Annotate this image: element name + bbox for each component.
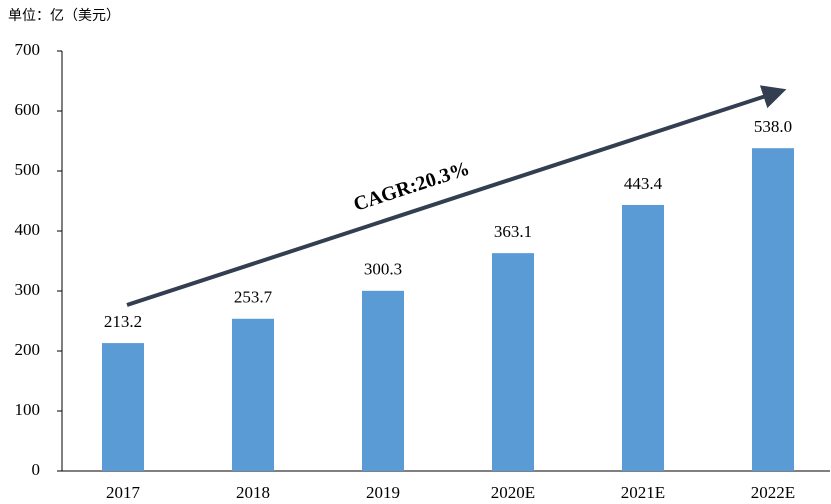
x-tick-label: 2019 xyxy=(366,483,400,502)
y-tick-label: 100 xyxy=(15,400,41,419)
value-label: 253.7 xyxy=(234,288,273,307)
y-tick-label: 300 xyxy=(15,280,41,299)
trend-arrow xyxy=(126,85,787,307)
x-tick-label: 2022E xyxy=(751,483,795,502)
value-label: 443.4 xyxy=(624,174,663,193)
x-tick-label: 2018 xyxy=(236,483,270,502)
bar xyxy=(232,318,274,471)
y-tick-label: 600 xyxy=(15,100,41,119)
cagr-annotation: CAGR:20.3% xyxy=(351,158,472,216)
value-label: 300.3 xyxy=(364,260,402,279)
bar xyxy=(102,343,144,471)
bar xyxy=(362,290,404,471)
x-tick-label: 2017 xyxy=(106,483,141,502)
y-tick-label: 700 xyxy=(15,40,41,59)
y-tick-label: 400 xyxy=(15,220,41,239)
x-tick-label: 2020E xyxy=(491,483,535,502)
bar xyxy=(492,253,534,471)
bar xyxy=(622,204,664,471)
y-tick-label: 200 xyxy=(15,340,41,359)
x-tick-label: 2021E xyxy=(621,483,665,502)
value-label: 213.2 xyxy=(104,312,142,331)
value-label: 363.1 xyxy=(494,222,532,241)
y-tick-label: 0 xyxy=(32,460,41,479)
value-label: 538.0 xyxy=(754,117,792,136)
y-tick-label: 500 xyxy=(15,160,41,179)
unit-label: 单位：亿（美元） xyxy=(8,8,120,24)
bar xyxy=(752,148,794,471)
